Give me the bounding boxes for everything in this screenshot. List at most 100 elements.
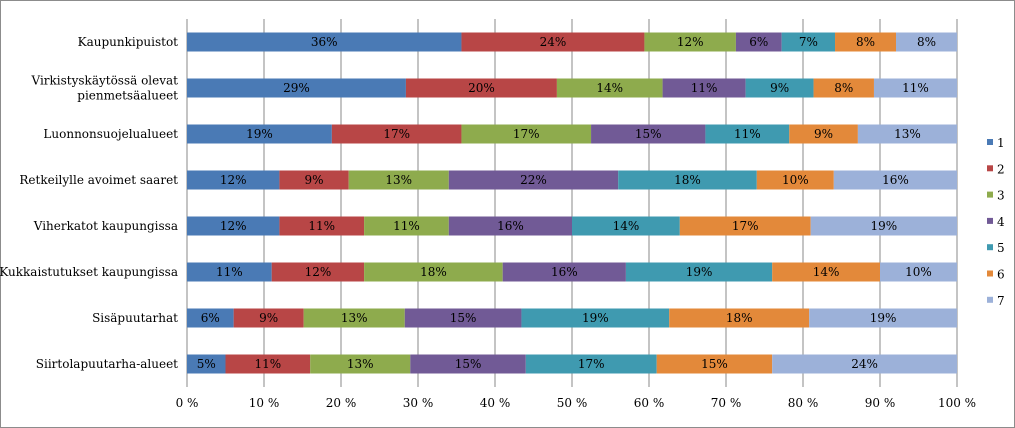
bar-segment: [448, 170, 619, 190]
data-label: 24%: [540, 35, 567, 49]
data-label: 11%: [216, 265, 243, 279]
data-label: 17%: [513, 127, 540, 141]
bar-segment: [625, 262, 773, 282]
data-label: 11%: [255, 357, 282, 371]
data-label: 11%: [902, 81, 929, 95]
bar-segment: [404, 308, 522, 328]
data-label: 9%: [814, 127, 833, 141]
bar-segment: [187, 32, 462, 52]
bar-segment: [809, 308, 957, 328]
data-label: 9%: [770, 81, 789, 95]
bar-segment: [735, 32, 782, 52]
legend-label: 2: [997, 162, 1005, 176]
x-tick-label: 30 %: [403, 396, 434, 410]
bar-segment: [873, 78, 957, 98]
data-label: 16%: [551, 265, 578, 279]
data-label: 8%: [856, 35, 875, 49]
bar-segment: [348, 170, 449, 190]
bar-segment: [187, 354, 226, 374]
x-tick-label: 0 %: [176, 396, 199, 410]
data-label: 16%: [497, 219, 524, 233]
bar-segment: [745, 78, 814, 98]
legend-label: 7: [997, 294, 1005, 308]
data-label: 19%: [870, 311, 897, 325]
data-label: 10%: [782, 173, 809, 187]
data-label: 7%: [799, 35, 818, 49]
data-label: 19%: [871, 219, 898, 233]
x-tick-label: 50 %: [557, 396, 588, 410]
data-label: 17%: [578, 357, 605, 371]
legend-swatch: [987, 270, 993, 277]
bar-segment: [303, 308, 405, 328]
bar-segment: [448, 216, 572, 236]
data-label: 15%: [455, 357, 482, 371]
x-tick-label: 60 %: [634, 396, 665, 410]
bar-segment: [405, 78, 557, 98]
data-label: 15%: [635, 127, 662, 141]
bar-segment: [556, 78, 663, 98]
bar-segment: [461, 124, 592, 144]
category-label: Retkeilylle avoimet saaret: [19, 173, 178, 187]
x-tick-label: 10 %: [249, 396, 280, 410]
legend-label: 4: [997, 215, 1005, 229]
legend-swatch: [987, 165, 993, 172]
data-label: 5%: [197, 357, 216, 371]
data-label: 12%: [305, 265, 332, 279]
bar-segment: [364, 216, 449, 236]
bar-segment: [502, 262, 626, 282]
bar-segment: [656, 354, 773, 374]
bar-segment: [331, 124, 462, 144]
data-label: 24%: [851, 357, 878, 371]
data-label: 18%: [420, 265, 447, 279]
data-label: 14%: [596, 81, 623, 95]
bar-segment: [662, 78, 746, 98]
data-label: 16%: [882, 173, 909, 187]
category-label: Viherkatot kaupungissa: [33, 219, 178, 233]
category-label: Luonnonsuojelualueet: [43, 127, 178, 141]
bar-segment: [810, 216, 957, 236]
data-label: 11%: [393, 219, 420, 233]
x-tick-label: 90 %: [865, 396, 896, 410]
data-label: 12%: [220, 219, 247, 233]
bar-segment: [271, 262, 365, 282]
bar-segment: [279, 170, 349, 190]
data-label: 11%: [734, 127, 761, 141]
legend-swatch: [987, 296, 993, 303]
data-label: 19%: [246, 127, 273, 141]
data-label: 17%: [383, 127, 410, 141]
bar-segment: [857, 124, 957, 144]
bar-segment: [618, 170, 757, 190]
data-label: 20%: [468, 81, 495, 95]
data-label: 8%: [917, 35, 936, 49]
category-label: Kukkaistutukset kaupungissa: [0, 265, 178, 279]
bar-segment: [669, 308, 810, 328]
bar-segment: [521, 308, 670, 328]
bar-segment: [279, 216, 365, 236]
bar-segment: [187, 78, 406, 98]
data-label: 29%: [283, 81, 310, 95]
legend-swatch: [987, 191, 993, 198]
category-label: Siirtolapuutarha-alueet: [36, 357, 178, 371]
data-label: 6%: [201, 311, 220, 325]
data-label: 13%: [347, 357, 374, 371]
bar-segment: [572, 216, 680, 236]
bar-segment: [833, 170, 957, 190]
data-label: 18%: [674, 173, 701, 187]
x-tick-label: 70 %: [711, 396, 742, 410]
data-label: 11%: [691, 81, 718, 95]
data-label: 13%: [341, 311, 368, 325]
data-label: 15%: [701, 357, 728, 371]
bar-segment: [225, 354, 311, 374]
bar-segment: [187, 216, 280, 236]
bar-segment: [364, 262, 503, 282]
bar-segment: [835, 32, 897, 52]
legend-swatch: [987, 217, 993, 224]
bar-segment: [310, 354, 411, 374]
data-label: 8%: [834, 81, 853, 95]
category-label: Virkistyskäytössä olevat: [30, 74, 178, 88]
bar-segment: [187, 262, 272, 282]
legend-swatch: [987, 139, 993, 145]
x-tick-label: 20 %: [326, 396, 357, 410]
data-label: 6%: [749, 35, 768, 49]
